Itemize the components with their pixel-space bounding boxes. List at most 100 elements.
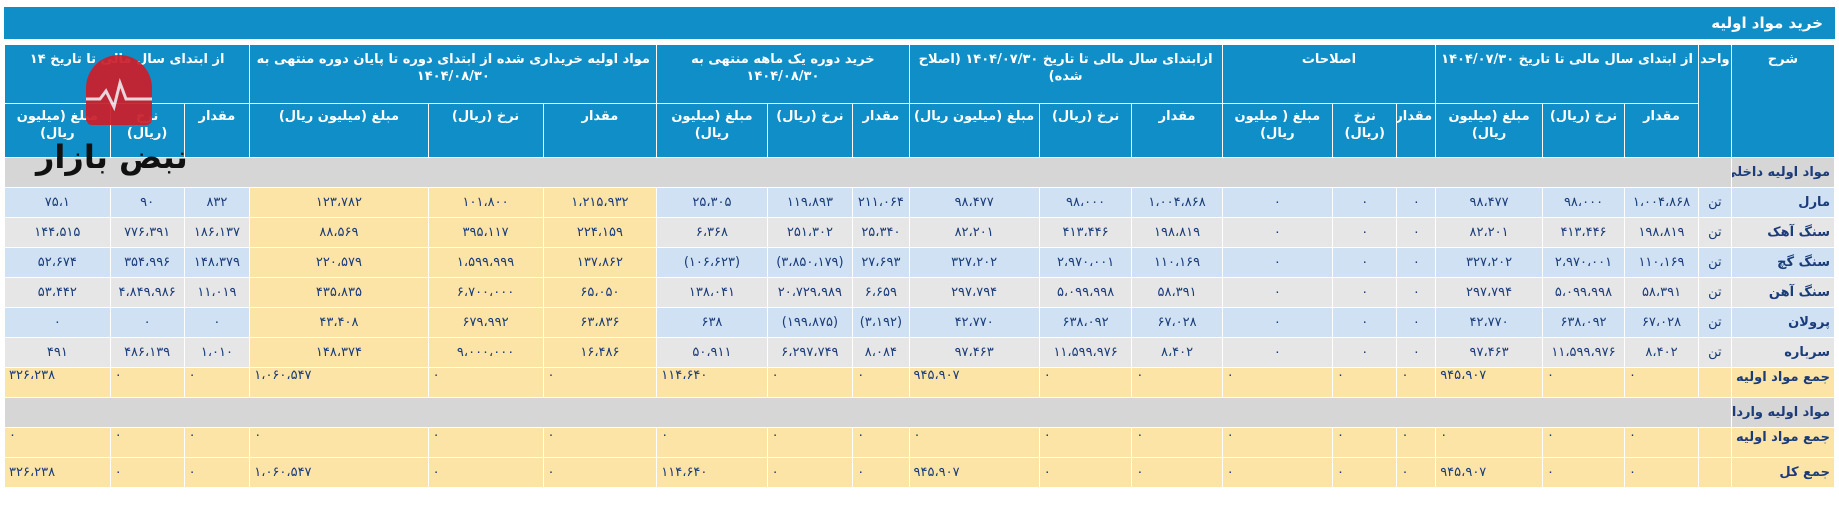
section-label: مواد اولیه وارداتی (1730, 397, 1836, 428)
section-fill (4, 157, 1732, 188)
cell-value: ۴۲،۷۷۰ (908, 307, 1040, 338)
section-label: مواد اولیه داخلی (1730, 157, 1836, 188)
cell-value: ۰ (1131, 367, 1223, 398)
subheader-qty: مقدار (852, 103, 910, 158)
cell-value: ۱۸۶،۱۳۷ (183, 217, 251, 248)
cell-value: ۱،۰۶۰،۵۴۷ (249, 367, 429, 398)
cell-value: ۰ (1331, 427, 1398, 458)
cell-value: ۸،۰۸۴ (852, 337, 910, 368)
cell-value: ۱،۰۱۰ (183, 337, 251, 368)
header-group-adjustments: اصلاحات (1221, 44, 1437, 104)
cell-value: ۰ (1435, 427, 1543, 458)
header-group-month: خرید دوره یک ماهه منتهی به ۱۴۰۴/۰۸/۳۰ (656, 44, 910, 104)
subheader-rate: نرخ (ریال) (427, 103, 544, 158)
subheader-amount: مبلغ (میلیون ریال) (249, 103, 429, 158)
cell-value: ۲۹۷،۷۹۴ (1435, 277, 1543, 308)
subheader-amount: مبلغ (میلیون ریال) (656, 103, 768, 158)
cell-value: ۲۲۰،۵۷۹ (249, 247, 429, 278)
cell-value: ۰ (766, 367, 854, 398)
cell-value: ۴۱۳،۴۴۶ (1038, 217, 1133, 248)
cell-value: ۹۴۵،۹۰۷ (908, 367, 1040, 398)
section-fill (4, 397, 1732, 428)
cell-value: ۲۷،۶۹۳ (852, 247, 910, 278)
row-description: جمع مواد اولیه داخلی (1730, 367, 1836, 398)
cell-value: ۳۲۷،۲۰۲ (908, 247, 1040, 278)
cell-value: (۱۰۶،۶۲۳) (656, 247, 768, 278)
subheader-amount: مبلغ (میلیون ریال) (4, 103, 111, 158)
cell-value: ۰ (1131, 427, 1223, 458)
cell-value: ۰ (1396, 217, 1437, 248)
cell-value: ۰ (427, 367, 544, 398)
cell-value: ۱۶،۴۸۶ (542, 337, 658, 368)
cell-value: ۶۷،۰۲۸ (1624, 307, 1699, 338)
cell-value: ۰ (1624, 367, 1699, 398)
cell-value: ۰ (1221, 247, 1333, 278)
cell-value: ۵۰،۹۱۱ (656, 337, 768, 368)
cell-value: ۱۱،۰۱۹ (183, 277, 251, 308)
row-description: سرباره (1730, 337, 1836, 368)
cell-value: ۱۳۸،۰۴۱ (656, 277, 768, 308)
subheader-amount: مبلغ (میلیون ریال) (908, 103, 1040, 158)
cell-value: ۲۵،۳۰۵ (656, 187, 768, 218)
cell-value: ۳۵۴،۹۹۶ (109, 247, 185, 278)
cell-value: ۰ (1331, 277, 1398, 308)
cell-value: ۰ (542, 457, 658, 488)
cell-value: ۷۷۶،۳۹۱ (109, 217, 185, 248)
section-row-domestic: مواد اولیه داخلی (4, 157, 1836, 188)
cell-value: ۶،۷۰۰،۰۰۰ (427, 277, 544, 308)
subheader-qty: مقدار (1624, 103, 1699, 158)
sum-row-domestic: جمع مواد اولیه داخلی۰۰۹۴۵،۹۰۷۰۰۰۰۰۹۴۵،۹۰… (4, 367, 1836, 398)
cell-value: ۰ (1396, 247, 1437, 278)
cell-value: ۰ (1624, 457, 1699, 488)
subheader-amount: مبلغ ( میلیون ریال) (1221, 103, 1333, 158)
row-description: سنگ آهک (1730, 217, 1836, 248)
row-unit: تن (1697, 337, 1732, 368)
cell-value: ۹۸،۰۰۰ (1038, 187, 1133, 218)
cell-value: ۱۱،۵۹۹،۹۷۶ (1541, 337, 1626, 368)
cell-value: ۰ (1221, 337, 1333, 368)
row-unit: تن (1697, 187, 1732, 218)
row-unit (1697, 427, 1732, 458)
cell-value: ۰ (1221, 457, 1333, 488)
cell-value: ۱۹۸،۸۱۹ (1131, 217, 1223, 248)
cell-value: ۰ (766, 427, 854, 458)
cell-value: ۰ (1396, 277, 1437, 308)
watermark-text: نبض بازار (36, 138, 188, 176)
cell-value: ۴۹۱ (4, 337, 111, 368)
purchase-table: شرح واحد از ابتدای سال مالی تا تاریخ ۱۴۰… (3, 44, 1836, 488)
cell-value: ۲،۹۷۰،۰۰۱ (1541, 247, 1626, 278)
cell-value: ۱۱۰،۱۶۹ (1624, 247, 1699, 278)
cell-value: ۶۷۹،۹۹۲ (427, 307, 544, 338)
cell-value: ۶،۶۵۹ (852, 277, 910, 308)
cell-value: ۴۸۶،۱۳۹ (109, 337, 185, 368)
cell-value: ۳۲۶،۲۳۸ (4, 457, 111, 488)
cell-value: ۰ (1331, 457, 1398, 488)
cell-value: ۹۸،۰۰۰ (1541, 187, 1626, 218)
cell-value: ۸،۴۰۲ (1624, 337, 1699, 368)
cell-value: ۰ (1221, 217, 1333, 248)
subheader-rate: نرخ (ریال) (1541, 103, 1626, 158)
cell-value: (۳،۱۹۲) (852, 307, 910, 338)
subheader-qty: مقدار (183, 103, 251, 158)
cell-value: ۱۱،۵۹۹،۹۷۶ (1038, 337, 1133, 368)
cell-value: ۰ (1331, 187, 1398, 218)
cell-value: ۰ (908, 427, 1040, 458)
cell-value: ۰ (183, 427, 251, 458)
cell-value: ۰ (249, 427, 429, 458)
cell-value: ۰ (4, 307, 111, 338)
cell-value: ۰ (766, 457, 854, 488)
pulse-logo-icon (86, 55, 152, 125)
cell-value: ۰ (852, 427, 910, 458)
cell-value: ۶،۲۹۷،۷۴۹ (766, 337, 854, 368)
subheader-rate: نرخ (ریال) (1331, 103, 1398, 158)
cell-value: ۵۳،۴۴۲ (4, 277, 111, 308)
cell-value: ۰ (852, 367, 910, 398)
cell-value: ۹،۰۰۰،۰۰۰ (427, 337, 544, 368)
cell-value: ۶،۳۶۸ (656, 217, 768, 248)
cell-value: (۱۹۹،۸۷۵) (766, 307, 854, 338)
cell-value: ۲۵،۳۴۰ (852, 217, 910, 248)
cell-value: ۰ (542, 367, 658, 398)
cell-value: ۵۸،۳۹۱ (1624, 277, 1699, 308)
header-group-ytd: از ابتدای سال مالی تا تاریخ ۱۴۰۴/۰۷/۳۰ (1435, 44, 1699, 104)
cell-value: ۰ (109, 457, 185, 488)
